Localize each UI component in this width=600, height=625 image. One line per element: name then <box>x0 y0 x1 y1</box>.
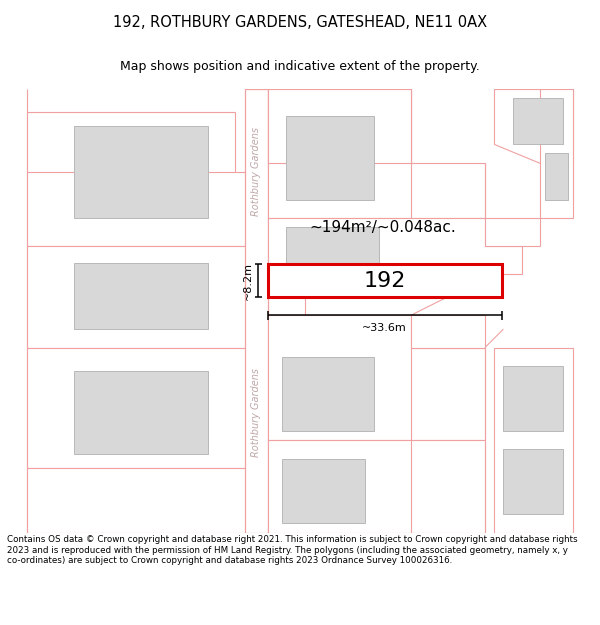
Text: ~194m²/~0.048ac.: ~194m²/~0.048ac. <box>310 220 457 235</box>
Polygon shape <box>27 246 305 348</box>
Bar <box>286 116 374 200</box>
Polygon shape <box>27 468 305 532</box>
Bar <box>268 264 502 297</box>
Polygon shape <box>268 89 411 162</box>
Bar <box>74 262 208 329</box>
Text: Rothbury Gardens: Rothbury Gardens <box>251 127 260 216</box>
Bar <box>74 371 208 454</box>
Polygon shape <box>268 315 485 440</box>
Text: 192, ROTHBURY GARDENS, GATESHEAD, NE11 0AX: 192, ROTHBURY GARDENS, GATESHEAD, NE11 0… <box>113 14 487 29</box>
Bar <box>74 126 208 218</box>
Text: Rothbury Gardens: Rothbury Gardens <box>251 368 260 457</box>
Bar <box>281 459 365 523</box>
Text: 192: 192 <box>364 271 406 291</box>
Polygon shape <box>268 89 485 218</box>
Text: Map shows position and indicative extent of the property.: Map shows position and indicative extent… <box>120 60 480 73</box>
Polygon shape <box>541 89 573 218</box>
Polygon shape <box>494 348 573 532</box>
Bar <box>503 449 563 514</box>
Text: ~8.2m: ~8.2m <box>243 262 253 299</box>
Bar <box>281 357 374 431</box>
Polygon shape <box>268 218 522 274</box>
Polygon shape <box>494 89 573 162</box>
Text: Contains OS data © Crown copyright and database right 2021. This information is : Contains OS data © Crown copyright and d… <box>7 535 578 565</box>
Text: ~33.6m: ~33.6m <box>362 322 407 332</box>
Bar <box>286 228 379 269</box>
Polygon shape <box>268 440 485 532</box>
Polygon shape <box>485 218 541 246</box>
Bar <box>512 98 563 144</box>
Polygon shape <box>27 112 305 246</box>
Polygon shape <box>411 315 485 348</box>
Bar <box>545 154 568 200</box>
Bar <box>503 366 563 431</box>
Polygon shape <box>27 348 305 468</box>
Polygon shape <box>245 89 268 532</box>
